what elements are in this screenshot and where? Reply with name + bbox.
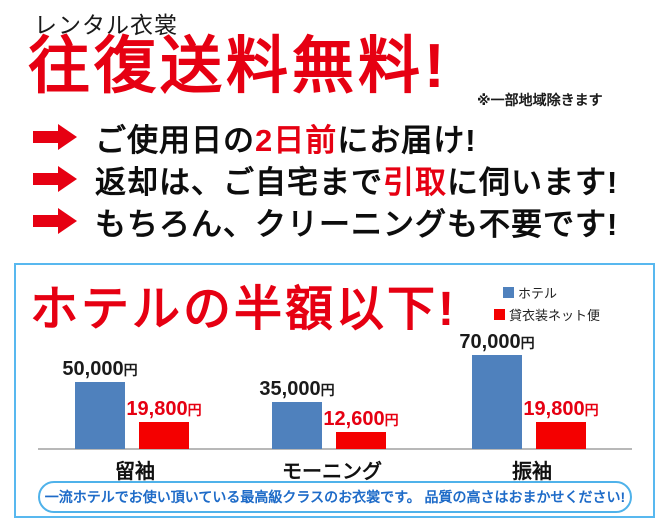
legend-swatch-blue <box>503 287 514 298</box>
benefit-pre: 返却は、ご自宅まで <box>95 164 383 200</box>
benefit-row-cleaning: もちろん、クリーニングも不要です! <box>33 205 618 242</box>
legend-item-net: 貸衣装ネット便 <box>494 305 600 324</box>
benefit-text: もちろん、クリーニングも不要です! <box>95 199 618 244</box>
free-shipping-headline: 往復送料無料! <box>28 32 449 101</box>
benefit-post: に伺います! <box>447 164 619 200</box>
bar-value-label: 12,600円 <box>323 408 399 430</box>
bar-value-label: 50,000円 <box>62 358 138 380</box>
legend-label: 貸衣装ネット便 <box>509 308 601 323</box>
benefit-text: ご使用日の2日前にお届け! <box>95 115 477 160</box>
x-axis-line <box>38 448 632 450</box>
brand-title: レンタル衣裳 <box>34 12 178 38</box>
bar-value-label: 35,000円 <box>259 378 335 400</box>
legend-item-hotel: ホテル <box>503 283 600 302</box>
benefit-text: 返却は、ご自宅まで引取に伺います! <box>95 157 618 202</box>
legend-swatch-red <box>494 309 505 320</box>
red-arrow-icon <box>33 208 77 234</box>
benefit-pre: もちろん、クリーニングも不要です! <box>95 206 619 242</box>
bar-group-morning: 35,000円 12,600円 モーニング <box>259 265 398 516</box>
red-arrow-icon <box>33 166 77 192</box>
bar-net <box>536 422 586 449</box>
bar-hotel <box>472 355 522 449</box>
bar-net <box>336 432 386 449</box>
bar-group-furisode: 70,000円 19,800円 振袖 <box>459 265 598 516</box>
benefit-post: にお届け! <box>337 122 477 158</box>
benefit-highlight: 引取 <box>383 164 447 200</box>
legend-label: ホテル <box>518 286 558 301</box>
benefit-list: ご使用日の2日前にお届け! 返却は、ご自宅まで引取に伺います! もちろん、クリー… <box>33 121 618 247</box>
bar-net <box>139 422 189 449</box>
price-comparison-panel: ホテルの半額以下! ホテル 貸衣装ネット便 50,000円 19,800円 留袖… <box>14 263 655 518</box>
chart-title: ホテルの半額以下! <box>30 283 457 336</box>
category-label: モーニング <box>282 461 382 483</box>
benefit-row-delivery: ご使用日の2日前にお届け! <box>33 121 618 158</box>
benefit-pre: ご使用日の <box>95 122 255 158</box>
bar-hotel <box>272 402 322 449</box>
region-disclaimer: ※一部地域除きます <box>477 92 603 108</box>
quality-note-pill: 一流ホテルでお使い頂いている最高級クラスのお衣裳です。 品質の高さはおまかせくだ… <box>38 481 632 513</box>
bar-value-label: 19,800円 <box>126 398 202 420</box>
red-arrow-icon <box>33 124 77 150</box>
benefit-highlight: 2日前 <box>255 122 338 158</box>
bar-group-tomesode: 50,000円 19,800円 留袖 <box>62 265 201 516</box>
benefit-row-pickup: 返却は、ご自宅まで引取に伺います! <box>33 163 618 200</box>
bar-value-label: 19,800円 <box>523 398 599 420</box>
category-label: 振袖 <box>512 461 552 483</box>
bar-value-label: 70,000円 <box>459 331 535 353</box>
chart-legend: ホテル 貸衣装ネット便 <box>494 283 600 324</box>
category-label: 留袖 <box>115 461 155 483</box>
bar-hotel <box>75 382 125 449</box>
